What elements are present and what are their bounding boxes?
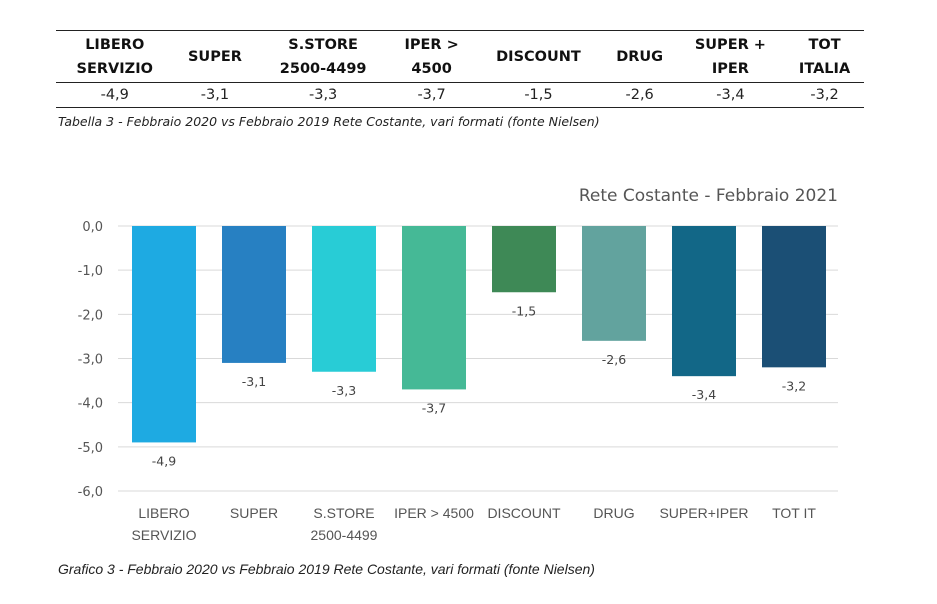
bar <box>312 226 376 372</box>
bar <box>582 226 646 341</box>
table-cell: -1,5 <box>473 82 604 108</box>
y-tick-label: -2,0 <box>78 308 103 323</box>
data-label: -1,5 <box>512 303 536 318</box>
x-axis-labels: LIBERO SERVIZIO SUPER S.STORE 2500-4499 IPER … <box>131 505 816 543</box>
bar <box>222 226 286 363</box>
table-header-cell: TOT ITALIA <box>785 30 864 83</box>
summary-table: LIBERO SERVIZIO SUPER S.STORE 2500-4499 IPER … <box>56 30 864 108</box>
data-label: -2,6 <box>602 352 626 367</box>
table-caption: Tabella 3 - Febbraio 2020 vs Febbraio 20… <box>58 114 600 129</box>
table-header-cell: LIBERO SERVIZIO <box>56 30 174 83</box>
x-tick-label: TOT IT <box>772 505 816 521</box>
table-cell: -4,9 <box>56 82 174 108</box>
table-header-cell: S.STORE 2500-4499 <box>256 30 390 83</box>
x-tick-label: LIBERO <box>138 505 189 521</box>
x-tick-label: DRUG <box>593 505 634 521</box>
x-tick-label: IPER > 4500 <box>394 505 474 521</box>
x-tick-label: SUPER <box>230 505 278 521</box>
y-axis-ticks: 0,0 -1,0 -2,0 -3,0 -4,0 -5,0 -6,0 <box>78 220 103 500</box>
table-header-cell: SUPER <box>173 30 257 83</box>
y-tick-label: 0,0 <box>82 220 103 235</box>
table-cell: -3,2 <box>785 82 864 108</box>
x-tick-label: 2500-4499 <box>311 527 378 543</box>
data-label: -3,7 <box>422 400 446 415</box>
table-header-cell: DISCOUNT <box>473 30 604 83</box>
data-label: -3,4 <box>692 387 716 402</box>
y-tick-label: -3,0 <box>78 353 103 368</box>
table-cell: -2,6 <box>603 82 676 108</box>
data-labels: -4,9 -3,1 -3,3 -3,7 -1,5 -2,6 -3,4 -3,2 <box>152 303 806 468</box>
table-cell: -3,1 <box>173 82 257 108</box>
chart-title: Rete Costante - Febbraio 2021 <box>579 186 838 206</box>
bar <box>132 226 196 443</box>
table-header-cell: SUPER + IPER <box>675 30 786 83</box>
table-cell: -3,7 <box>389 82 474 108</box>
data-label: -3,2 <box>782 378 806 393</box>
bar <box>402 226 466 390</box>
table-cell: -3,3 <box>256 82 390 108</box>
bars <box>132 226 826 443</box>
bar <box>762 226 826 368</box>
y-tick-label: -4,0 <box>78 397 103 412</box>
data-label: -4,9 <box>152 453 176 468</box>
bar <box>492 226 556 293</box>
table-header-cell: DRUG <box>603 30 676 83</box>
table-cell: -3,4 <box>675 82 786 108</box>
y-tick-label: -6,0 <box>78 485 103 500</box>
y-tick-label: -5,0 <box>78 441 103 456</box>
y-tick-label: -1,0 <box>78 264 103 279</box>
table-header-row: LIBERO SERVIZIO SUPER S.STORE 2500-4499 IPER … <box>56 30 864 83</box>
data-label: -3,1 <box>242 374 266 389</box>
x-tick-label: DISCOUNT <box>487 505 561 521</box>
table-row: -4,9 -3,1 -3,3 -3,7 -1,5 -2,6 -3,4 -3,2 <box>56 82 864 108</box>
table-header-cell: IPER >4500 <box>389 30 474 83</box>
bar <box>672 226 736 377</box>
chart-caption: Grafico 3 - Febbraio 2020 vs Febbraio 20… <box>58 561 595 577</box>
x-tick-label: S.STORE <box>313 505 374 521</box>
x-tick-label: SUPER+IPER <box>659 505 748 521</box>
data-label: -3,3 <box>332 383 356 398</box>
x-tick-label: SERVIZIO <box>131 527 196 543</box>
